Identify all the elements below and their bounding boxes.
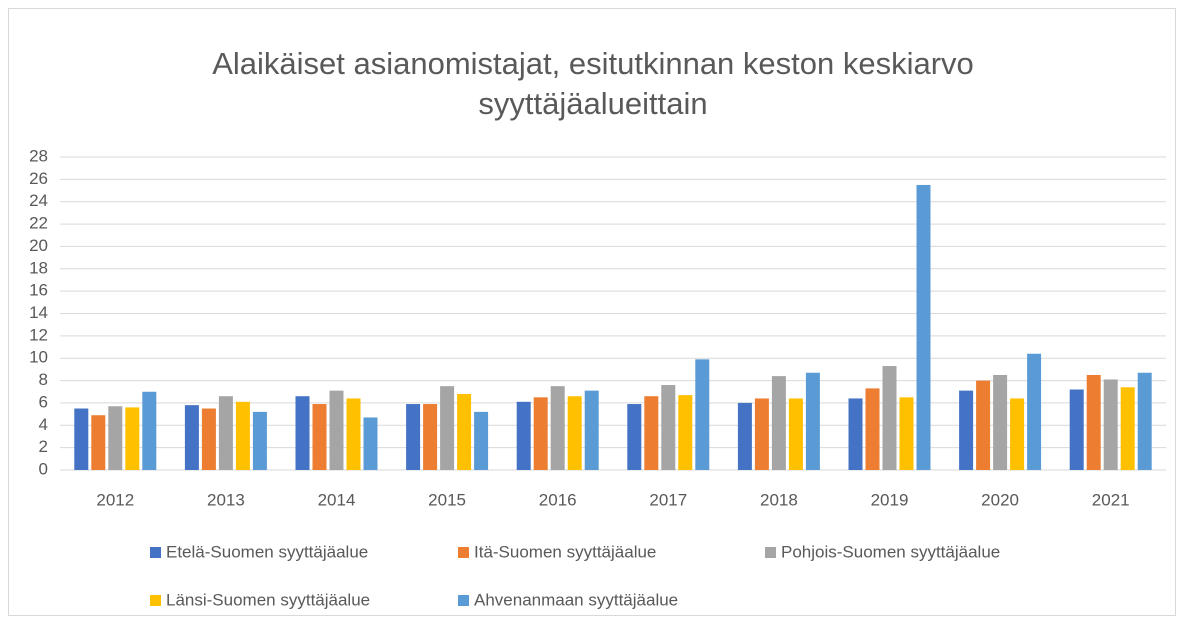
- legend-label: Pohjois-Suomen syyttäjäalue: [781, 542, 1000, 561]
- bar: [312, 404, 327, 470]
- chart-frame: [8, 8, 1176, 616]
- bar: [1027, 353, 1042, 470]
- chart-title: Alaikäiset asianomistajat, esitutkinnan …: [212, 46, 974, 121]
- y-tick-label: 4: [39, 415, 48, 434]
- bar: [346, 398, 361, 470]
- bar: [201, 408, 216, 470]
- bar: [848, 398, 863, 470]
- bar: [678, 395, 693, 470]
- bar: [74, 408, 89, 470]
- legend-swatch: [458, 595, 469, 606]
- x-tick-label: 2012: [96, 490, 134, 509]
- bar: [295, 396, 310, 470]
- y-tick-label: 16: [29, 281, 48, 300]
- bar: [788, 398, 803, 470]
- bar: [584, 390, 599, 470]
- bar: [882, 366, 897, 470]
- legend-swatch: [765, 547, 776, 558]
- bar: [567, 396, 582, 470]
- y-tick-label: 6: [39, 392, 48, 411]
- y-tick-label: 20: [29, 236, 48, 255]
- bar: [125, 407, 140, 470]
- x-tick-label: 2014: [318, 490, 356, 509]
- bar: [252, 411, 267, 470]
- bar: [865, 388, 880, 470]
- bar: [916, 184, 931, 471]
- bar: [754, 398, 769, 470]
- bar: [406, 404, 421, 470]
- bar: [440, 386, 455, 470]
- bar: [1137, 372, 1152, 470]
- y-tick-label: 10: [29, 348, 48, 367]
- bar: [550, 386, 565, 470]
- x-tick-label: 2021: [1092, 490, 1130, 509]
- bar: [329, 390, 344, 470]
- y-tick-label: 28: [29, 146, 48, 165]
- bar: [474, 411, 489, 470]
- legend-swatch: [150, 595, 161, 606]
- legend-swatch: [150, 547, 161, 558]
- bar: [627, 404, 642, 470]
- bar: [533, 397, 548, 470]
- bar: [1120, 387, 1135, 470]
- bar: [661, 385, 676, 470]
- y-tick-label: 18: [29, 258, 48, 277]
- legend-label: Ahvenanmaan syyttäjäalue: [474, 590, 678, 609]
- bar: [1069, 389, 1084, 470]
- bar: [91, 415, 106, 470]
- y-tick-label: 12: [29, 325, 48, 344]
- y-tick-label: 26: [29, 169, 48, 188]
- x-tick-label: 2017: [649, 490, 687, 509]
- x-tick-label: 2019: [871, 490, 909, 509]
- legend-label: Länsi-Suomen syyttäjäalue: [166, 590, 370, 609]
- bar: [976, 380, 991, 470]
- y-tick-label: 22: [29, 214, 48, 233]
- bar: [695, 359, 710, 470]
- bar: [218, 396, 233, 470]
- legend-label: Etelä-Suomen syyttäjäalue: [166, 542, 368, 561]
- legend-swatch: [458, 547, 469, 558]
- bar: [108, 406, 123, 470]
- x-tick-label: 2020: [981, 490, 1019, 509]
- y-tick-label: 14: [29, 303, 48, 322]
- x-tick-label: 2018: [760, 490, 798, 509]
- bar: [959, 390, 974, 470]
- bar: [516, 401, 531, 470]
- bar: [1010, 398, 1025, 470]
- y-tick-label: 0: [39, 459, 48, 478]
- bar: [1086, 374, 1101, 470]
- y-tick-label: 8: [39, 370, 48, 389]
- bar: [771, 376, 786, 470]
- x-tick-label: 2015: [428, 490, 466, 509]
- bar: [142, 391, 157, 470]
- bar: [423, 404, 438, 470]
- x-tick-label: 2013: [207, 490, 245, 509]
- bar: [993, 374, 1008, 470]
- bar: [644, 396, 659, 470]
- bar: [805, 372, 820, 470]
- y-tick-label: 24: [29, 191, 48, 210]
- bar: [899, 397, 914, 470]
- bar: [235, 401, 250, 470]
- bar: [737, 402, 752, 470]
- y-tick-label: 2: [39, 437, 48, 456]
- bar: [457, 393, 472, 470]
- legend-label: Itä-Suomen syyttäjäalue: [474, 542, 656, 561]
- bar: [363, 417, 378, 470]
- bar: [184, 405, 199, 470]
- bar: [1103, 379, 1118, 470]
- x-tick-label: 2016: [539, 490, 577, 509]
